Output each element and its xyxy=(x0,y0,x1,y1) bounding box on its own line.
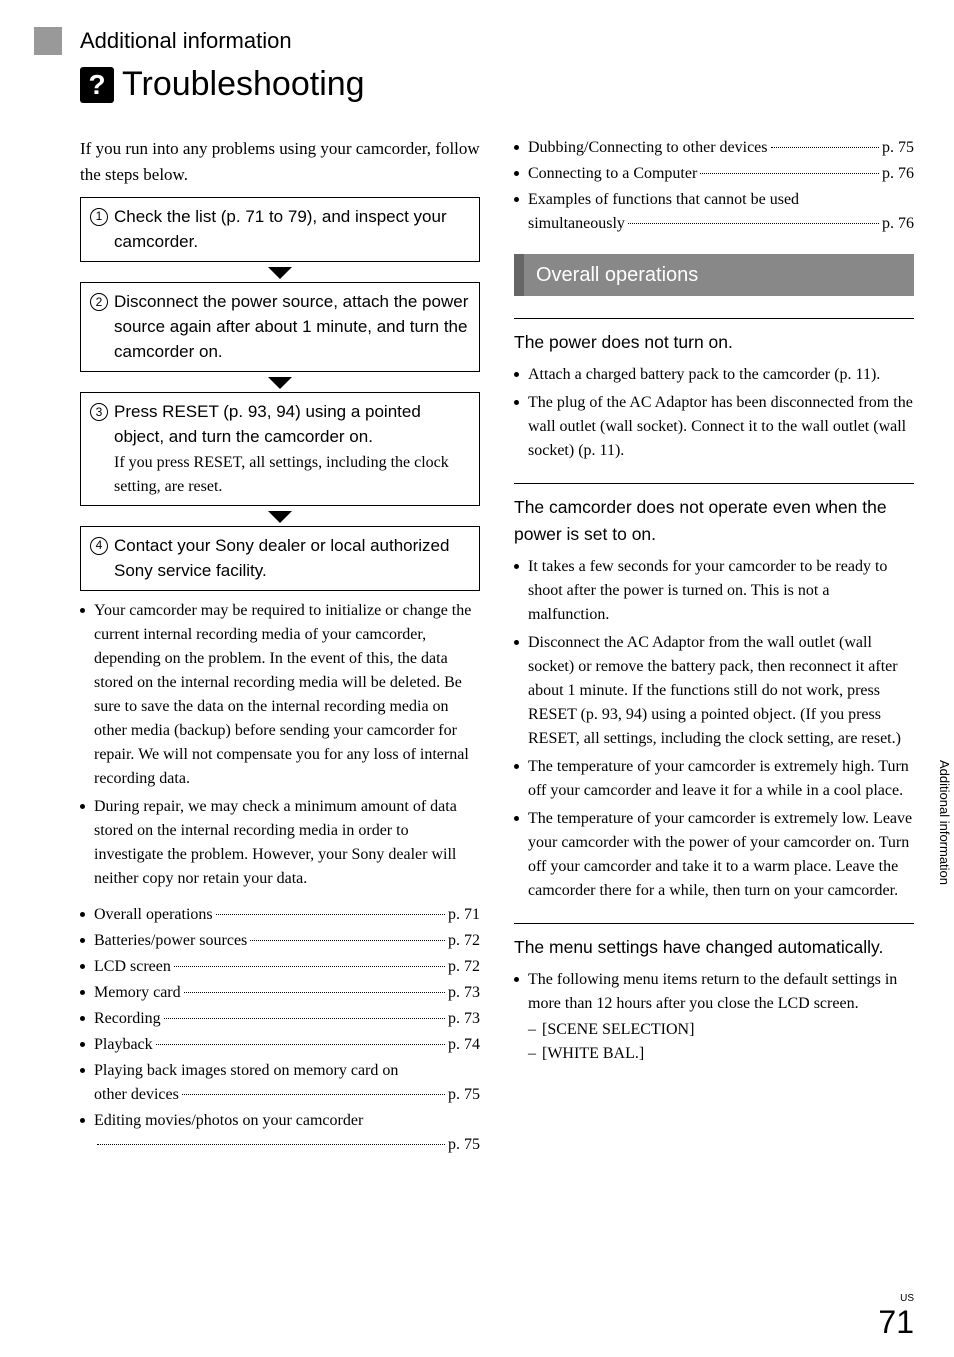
step-box-2: 2 Disconnect the power source, attach th… xyxy=(80,282,480,372)
page-title: Troubleshooting xyxy=(122,59,365,110)
side-tab-label: Additional information xyxy=(935,760,954,885)
main-title-row: ? Troubleshooting xyxy=(80,59,914,110)
note-item: Your camcorder may be required to initia… xyxy=(80,599,480,791)
step-text: Press RESET (p. 93, 94) using a pointed … xyxy=(114,402,421,446)
issue-title: The power does not turn on. xyxy=(514,329,914,355)
issue-list: It takes a few seconds for your camcorde… xyxy=(514,555,914,903)
issue-item: It takes a few seconds for your camcorde… xyxy=(514,555,914,627)
step-number: 4 xyxy=(90,537,108,555)
issue-list: Attach a charged battery pack to the cam… xyxy=(514,363,914,463)
step-text: Contact your Sony dealer or local author… xyxy=(114,534,470,583)
issue-list: The following menu items return to the d… xyxy=(514,968,914,1066)
step-box-4: 4 Contact your Sony dealer or local auth… xyxy=(80,526,480,591)
toc-list-right: Dubbing/Connecting to other devicesp. 75… xyxy=(514,136,914,236)
toc-item: Playing back images stored on memory car… xyxy=(80,1059,480,1107)
right-column: Dubbing/Connecting to other devicesp. 75… xyxy=(514,136,914,1159)
issue-block: The camcorder does not operate even when… xyxy=(514,483,914,903)
down-arrow-icon xyxy=(80,374,480,390)
sub-item: [WHITE BAL.] xyxy=(528,1042,914,1066)
issue-block: The menu settings have changed automatic… xyxy=(514,923,914,1066)
notes-list: Your camcorder may be required to initia… xyxy=(80,599,480,891)
issue-item: Disconnect the AC Adaptor from the wall … xyxy=(514,631,914,751)
toc-item: Connecting to a Computerp. 76 xyxy=(514,162,914,186)
toc-item: Batteries/power sourcesp. 72 xyxy=(80,929,480,953)
step-subtext: If you press RESET, all settings, includ… xyxy=(114,451,470,497)
page-number: US 71 xyxy=(878,1291,914,1341)
step-number: 2 xyxy=(90,293,108,311)
down-arrow-icon xyxy=(80,264,480,280)
intro-text: If you run into any problems using your … xyxy=(80,136,480,187)
toc-item: Overall operationsp. 71 xyxy=(80,903,480,927)
issue-item: The following menu items return to the d… xyxy=(514,968,914,1066)
issue-title: The camcorder does not operate even when… xyxy=(514,494,914,547)
sub-item: [SCENE SELECTION] xyxy=(528,1018,914,1042)
toc-list-left: Overall operationsp. 71 Batteries/power … xyxy=(80,903,480,1157)
issue-item: The temperature of your camcorder is ext… xyxy=(514,807,914,903)
section-header: Additional information xyxy=(80,24,914,57)
step-box-3: 3 Press RESET (p. 93, 94) using a pointe… xyxy=(80,392,480,506)
toc-item: Memory cardp. 73 xyxy=(80,981,480,1005)
section-label: Additional information xyxy=(80,24,292,57)
toc-item: Dubbing/Connecting to other devicesp. 75 xyxy=(514,136,914,160)
subsection-heading: Overall operations xyxy=(514,254,914,296)
step-box-1: 1 Check the list (p. 71 to 79), and insp… xyxy=(80,197,480,262)
toc-item: LCD screenp. 72 xyxy=(80,955,480,979)
left-column: If you run into any problems using your … xyxy=(80,136,480,1159)
step-text: Disconnect the power source, attach the … xyxy=(114,290,470,364)
toc-item: Recordingp. 73 xyxy=(80,1007,480,1031)
toc-item: Editing movies/photos on your camcorder … xyxy=(80,1109,480,1157)
toc-item: Playbackp. 74 xyxy=(80,1033,480,1057)
step-number: 1 xyxy=(90,208,108,226)
issue-item: The temperature of your camcorder is ext… xyxy=(514,755,914,803)
issue-item: Attach a charged battery pack to the cam… xyxy=(514,363,914,387)
step-text: Check the list (p. 71 to 79), and inspec… xyxy=(114,205,470,254)
sub-list: [SCENE SELECTION] [WHITE BAL.] xyxy=(528,1018,914,1066)
issue-block: The power does not turn on. Attach a cha… xyxy=(514,318,914,463)
issue-item: The plug of the AC Adaptor has been disc… xyxy=(514,391,914,463)
gray-tab-decor xyxy=(34,27,62,55)
toc-item: Examples of functions that cannot be use… xyxy=(514,188,914,236)
issue-title: The menu settings have changed automatic… xyxy=(514,934,914,960)
note-item: During repair, we may check a minimum am… xyxy=(80,795,480,891)
question-icon: ? xyxy=(80,67,114,103)
step-number: 3 xyxy=(90,403,108,421)
down-arrow-icon xyxy=(80,508,480,524)
